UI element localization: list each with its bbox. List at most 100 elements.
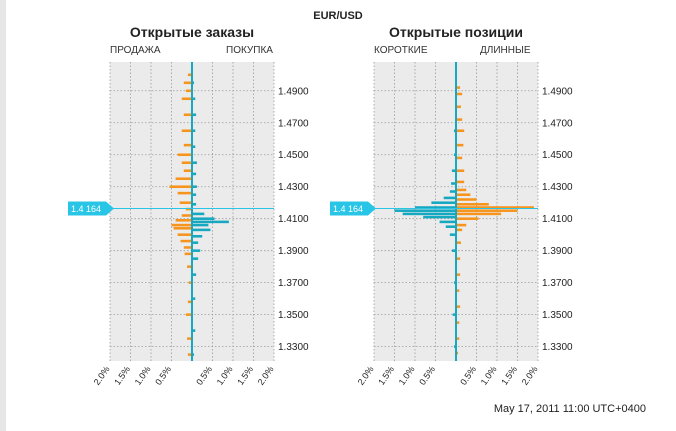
orders-price-tick-label: 1.3500 bbox=[278, 310, 309, 321]
positions-long-bar bbox=[456, 223, 467, 227]
positions-percent-tick-label: 1.5% bbox=[499, 364, 519, 387]
orders-buy-bar bbox=[192, 241, 199, 244]
orders-buy-bar bbox=[192, 97, 196, 101]
timestamp: May 17, 2011 11:00 UTC+0400 bbox=[493, 403, 646, 415]
orders-panel-title: Открытые заказы bbox=[129, 24, 255, 40]
positions-price-tick-label: 1.3300 bbox=[542, 342, 573, 353]
positions-long-bar bbox=[456, 203, 489, 206]
positions-long-bar bbox=[456, 193, 471, 196]
positions-short-bar bbox=[423, 215, 456, 219]
orders-sell-bar bbox=[181, 97, 192, 101]
positions-short-bar bbox=[451, 249, 456, 252]
positions-price-tick-label: 1.4300 bbox=[542, 182, 573, 193]
positions-short-bar bbox=[453, 129, 456, 133]
positions-long-bar bbox=[456, 180, 465, 184]
orders-price-tick-label: 1.3300 bbox=[278, 342, 309, 353]
orders-buy-bar bbox=[192, 113, 197, 117]
orders-sell-bar bbox=[183, 143, 192, 147]
orders-sell-bar bbox=[183, 113, 192, 117]
orders-sell-bar bbox=[175, 219, 192, 222]
orders-buy-bar bbox=[192, 297, 196, 300]
positions-price-tick-label: 1.3500 bbox=[542, 310, 573, 321]
positions-long-bar bbox=[456, 228, 463, 232]
positions-long-bar bbox=[456, 212, 502, 216]
positions-percent-tick-label: 1.0% bbox=[397, 364, 417, 387]
positions-price-tick-label: 1.4500 bbox=[542, 150, 573, 161]
orders-sell-bar bbox=[187, 265, 192, 268]
orders-percent-tick-label: 0.5% bbox=[194, 364, 214, 387]
positions-short-bar bbox=[451, 169, 456, 173]
orders-sell-label: ПРОДАЖА bbox=[110, 45, 161, 56]
orders-sell-bar bbox=[181, 129, 192, 133]
positions-long-bar bbox=[456, 337, 460, 340]
positions-short-bar bbox=[453, 281, 456, 284]
orders-price-tick-label: 1.3700 bbox=[278, 278, 309, 289]
orders-percent-tick-label: 1.5% bbox=[235, 364, 255, 387]
positions-long-bar bbox=[456, 156, 463, 160]
orders-buy-bar bbox=[192, 223, 209, 227]
orders-buy-bar bbox=[192, 353, 195, 356]
orders-sell-bar bbox=[184, 252, 192, 256]
orders-buy-bar bbox=[192, 235, 203, 238]
orders-percent-tick-label: 1.0% bbox=[133, 364, 153, 387]
orders-price-tick-label: 1.4700 bbox=[278, 118, 309, 129]
orders-current-price-marker bbox=[68, 201, 114, 216]
positions-percent-tick-label: 0.5% bbox=[417, 364, 437, 387]
orders-sell-bar bbox=[187, 337, 192, 340]
positions-long-bar bbox=[456, 241, 461, 244]
positions-long-bar bbox=[456, 305, 461, 308]
positions-long-bar bbox=[456, 209, 518, 212]
positions-long-bar bbox=[456, 321, 460, 324]
orders-sell-bar bbox=[173, 227, 192, 230]
orders-sell-bar bbox=[177, 153, 192, 157]
positions-percent-tick-label: 1.5% bbox=[376, 364, 396, 387]
orders-sell-bar bbox=[177, 191, 192, 195]
positions-long-bar bbox=[456, 105, 461, 109]
positions-long-bar bbox=[456, 217, 479, 220]
positions-long-bar bbox=[456, 289, 460, 292]
orders-percent-tick-label: 1.5% bbox=[112, 364, 132, 387]
orders-sell-bar bbox=[175, 177, 192, 181]
positions-short-bar bbox=[443, 196, 456, 200]
positions-percent-tick-label: 2.0% bbox=[356, 364, 376, 387]
orders-buy-bar bbox=[192, 203, 197, 206]
positions-current-price-marker bbox=[330, 201, 376, 216]
positions-panel-title: Открытые позиции bbox=[389, 24, 523, 40]
orders-sell-bar bbox=[179, 201, 192, 204]
orders-sell-bar bbox=[188, 281, 192, 284]
positions-short-bar bbox=[453, 345, 456, 348]
orders-sell-bar bbox=[169, 185, 192, 188]
orders-price-tick-label: 1.4500 bbox=[278, 150, 309, 161]
positions-short-bar bbox=[415, 206, 456, 209]
positions-short-bar bbox=[449, 233, 456, 236]
orders-percent-tick-label: 1.0% bbox=[215, 364, 235, 387]
orders-buy-bar bbox=[192, 193, 197, 196]
orders-buy-bar bbox=[192, 228, 211, 232]
orders-sell-bar bbox=[181, 214, 192, 217]
orders-price-tick-label: 1.4900 bbox=[278, 86, 309, 97]
orders-buy-bar bbox=[192, 212, 205, 216]
positions-long-bar bbox=[456, 273, 461, 276]
orders-price-tick-label: 1.4100 bbox=[278, 214, 309, 225]
orders-buy-bar bbox=[192, 257, 199, 260]
orders-buy-bar bbox=[192, 273, 197, 276]
orders-percent-tick-label: 2.0% bbox=[256, 364, 276, 387]
orders-buy-bar bbox=[192, 217, 215, 220]
positions-short-bar bbox=[449, 190, 456, 193]
orders-sell-bar bbox=[171, 223, 192, 227]
orders-buy-bar bbox=[192, 81, 195, 85]
positions-short-bar bbox=[431, 201, 456, 204]
positions-price-tick-label: 1.4100 bbox=[542, 214, 573, 225]
positions-long-bar bbox=[456, 92, 463, 96]
orders-buy-bar bbox=[192, 329, 196, 332]
positions-long-bar bbox=[456, 169, 465, 173]
positions-long-bar bbox=[456, 118, 463, 121]
orders-sell-bar bbox=[185, 89, 192, 93]
orders-sell-bar bbox=[177, 233, 192, 236]
positions-short-bar bbox=[445, 225, 456, 228]
positions-short-bar bbox=[394, 209, 456, 212]
positions-long-bar bbox=[456, 188, 467, 192]
orders-buy-label: ПОКУПКА bbox=[226, 45, 273, 56]
orders-buy-bar bbox=[192, 220, 229, 224]
positions-percent-tick-label: 2.0% bbox=[520, 364, 540, 387]
